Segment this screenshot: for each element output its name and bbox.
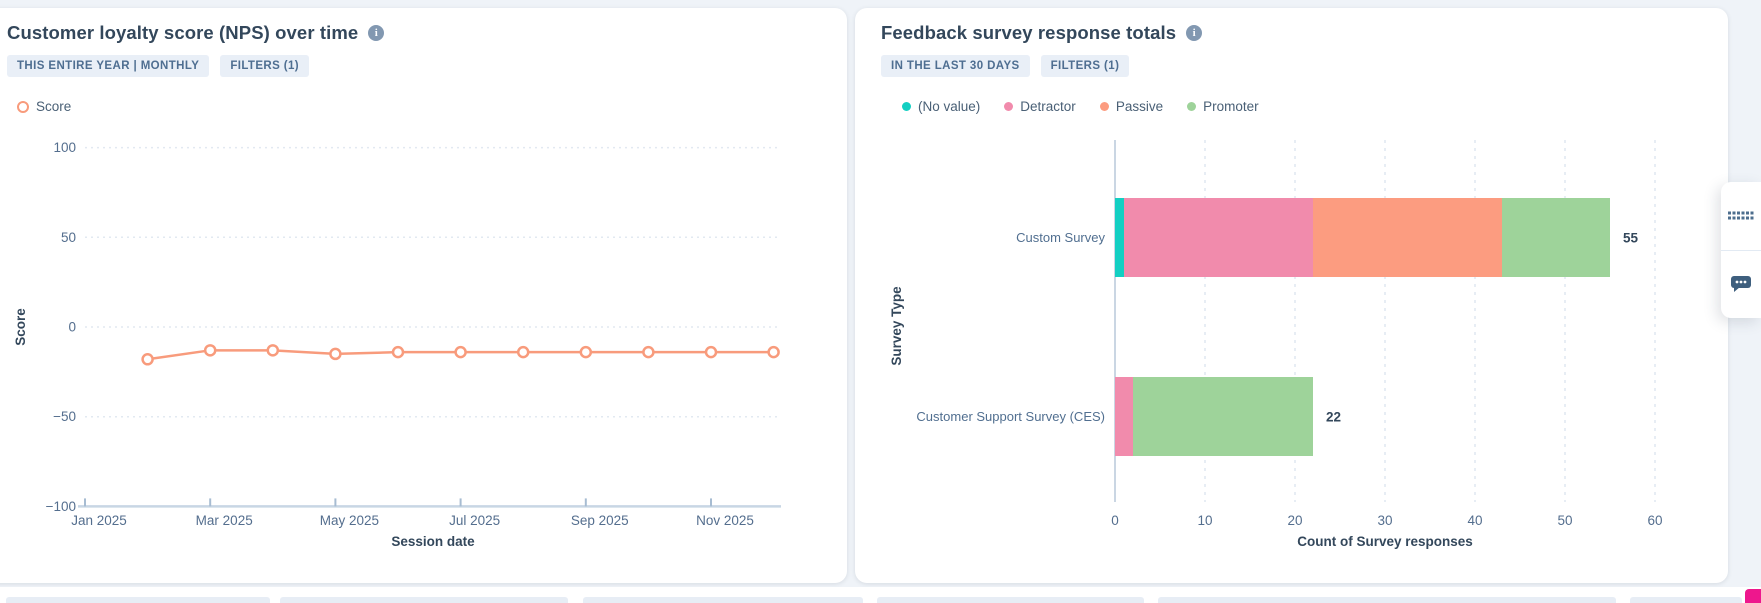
line-point[interactable]	[704, 345, 718, 359]
date-range-badge[interactable]: IN THE LAST 30 DAYS	[881, 55, 1030, 77]
line-point[interactable]	[767, 345, 780, 359]
panel-divider	[1721, 249, 1761, 251]
x-axis-title: Count of Survey responses	[1297, 534, 1473, 549]
legend-item[interactable]: (No value)	[902, 99, 980, 114]
card-title: Feedback survey response totals	[881, 22, 1177, 43]
card-title: Customer loyalty score (NPS) over time	[7, 22, 359, 43]
legend-dot-swatch	[1099, 102, 1109, 111]
legend-item[interactable]: Detractor	[1004, 99, 1076, 114]
line-point[interactable]	[516, 345, 530, 359]
legend-label: Passive	[1115, 99, 1164, 114]
legend-dot-swatch	[902, 102, 911, 111]
line-point[interactable]	[454, 345, 467, 359]
line-point[interactable]	[203, 344, 217, 357]
badge-row: IN THE LAST 30 DAYS FILTERS (1)	[881, 55, 1130, 77]
info-icon[interactable]	[368, 25, 385, 41]
line-point[interactable]	[642, 345, 655, 359]
bar-segment-promoter[interactable]	[1502, 198, 1610, 277]
nps-over-time-card: 100 50 0 −50 −100 Jan 2025 Mar 2025 May 2025 Jul…	[0, 8, 847, 583]
legend-label: (No value)	[918, 99, 981, 114]
partial-card	[1158, 597, 1616, 603]
x-tick-label: 20	[1287, 513, 1302, 528]
bar-total-label: 22	[1326, 410, 1341, 425]
bar-segment-detractor[interactable]	[1124, 198, 1313, 277]
bar-segment-promoter[interactable]	[1133, 377, 1313, 456]
line-point[interactable]	[579, 345, 593, 359]
y-tick-label: 50	[61, 230, 76, 245]
card-header: Feedback survey response totals	[881, 22, 1203, 44]
line-point[interactable]	[391, 345, 405, 359]
y-tick-label: −50	[53, 409, 76, 424]
x-tick-label: Jan 2025	[71, 513, 127, 528]
date-range-badge[interactable]: THIS ENTIRE YEAR | MONTHLY	[7, 55, 210, 77]
x-tick-label: 10	[1197, 513, 1212, 528]
chat-bubble-glyph	[1731, 276, 1751, 293]
x-tick-label: Mar 2025	[196, 513, 253, 528]
legend-item[interactable]: Score	[17, 99, 71, 114]
bar-segment-no-value[interactable]	[1115, 198, 1124, 277]
bar-total-label: 55	[1623, 231, 1639, 246]
filters-badge[interactable]: FILTERS (1)	[1040, 55, 1130, 77]
x-tick-label: Nov 2025	[696, 513, 754, 528]
chat-widget-button[interactable]	[1745, 589, 1761, 603]
next-row-cards	[0, 587, 1761, 603]
feedback-survey-totals-card: 0 10 20 30 40 50 60 55 Custom Survey 22 Customer S…	[855, 8, 1728, 583]
category-label: Customer Support Survey (CES)	[916, 409, 1105, 424]
chart-legend: Score	[17, 99, 71, 114]
bar-segment-detractor[interactable]	[1115, 377, 1133, 456]
x-tick-label: 0	[1111, 513, 1119, 528]
partial-card	[583, 597, 863, 603]
x-tick-label: May 2025	[320, 513, 379, 528]
chart-legend: (No value) Detractor Passive Promoter	[902, 99, 1259, 114]
legend-label: Score	[36, 99, 72, 114]
x-tick-label: Jul 2025	[449, 513, 500, 528]
legend-dot-swatch	[1187, 102, 1197, 111]
line-point[interactable]	[141, 353, 154, 366]
partial-card	[877, 597, 1144, 603]
y-tick-label: 100	[53, 140, 76, 155]
partial-card	[280, 597, 568, 603]
y-tick-label: −100	[46, 499, 76, 514]
x-tick-label: 40	[1467, 513, 1482, 528]
line-point[interactable]	[266, 344, 280, 357]
badge-row: THIS ENTIRE YEAR | MONTHLY FILTERS (1)	[7, 55, 310, 77]
legend-item[interactable]: Promoter	[1187, 99, 1259, 114]
legend-label: Promoter	[1203, 99, 1259, 114]
legend-item[interactable]: Passive	[1099, 99, 1164, 114]
y-axis-title: Score	[13, 308, 28, 346]
chat-bubble-icon[interactable]	[1721, 251, 1761, 319]
legend-ring-swatch	[17, 100, 29, 113]
x-tick-label: Sep 2025	[571, 513, 629, 528]
floating-side-panel	[1721, 182, 1761, 318]
x-tick-label: 50	[1557, 513, 1572, 528]
partial-card	[1630, 597, 1742, 603]
partial-card	[6, 597, 270, 603]
grid-dots-glyph	[1728, 211, 1754, 220]
survey-bar-chart: 0 10 20 30 40 50 60 55 Custom Survey 22 Customer S…	[889, 140, 1663, 549]
grid-dots-icon[interactable]	[1721, 182, 1761, 250]
x-tick-label: 60	[1647, 513, 1662, 528]
line-point[interactable]	[329, 347, 342, 361]
filters-badge[interactable]: FILTERS (1)	[220, 55, 310, 77]
y-axis-title: Survey Type	[889, 286, 904, 366]
legend-dot-swatch	[1004, 102, 1014, 111]
card-header: Customer loyalty score (NPS) over time	[7, 22, 385, 44]
x-axis-title: Session date	[391, 534, 475, 549]
y-tick-label: 0	[68, 320, 76, 335]
legend-label: Detractor	[1020, 99, 1076, 114]
x-tick-label: 30	[1377, 513, 1392, 528]
info-icon[interactable]	[1186, 25, 1203, 41]
category-label: Custom Survey	[1016, 230, 1105, 245]
bar-segment-passive[interactable]	[1313, 198, 1502, 277]
